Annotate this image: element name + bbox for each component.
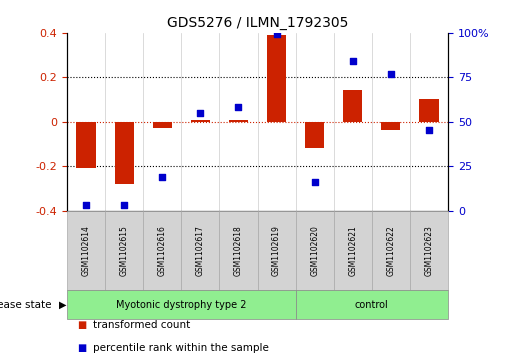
Text: ■: ■	[77, 343, 87, 354]
Bar	[344, 90, 363, 122]
Bar	[296, 211, 334, 290]
Text: GSM1102620: GSM1102620	[310, 225, 319, 276]
Bar	[219, 211, 258, 290]
Bar	[296, 290, 448, 319]
Bar	[191, 121, 210, 122]
Text: GSM1102616: GSM1102616	[158, 225, 167, 276]
Text: GSM1102622: GSM1102622	[386, 225, 396, 276]
Bar	[229, 121, 248, 122]
Bar	[181, 211, 219, 290]
Point	[82, 202, 90, 208]
Bar	[258, 211, 296, 290]
Point	[311, 179, 319, 185]
Bar	[67, 211, 105, 290]
Text: GSM1102615: GSM1102615	[119, 225, 129, 276]
Bar	[382, 122, 401, 131]
Point	[120, 202, 128, 208]
Text: transformed count: transformed count	[93, 320, 190, 330]
Text: ■: ■	[77, 320, 87, 330]
Point	[349, 58, 357, 64]
Text: GSM1102617: GSM1102617	[196, 225, 205, 276]
Point	[196, 110, 204, 115]
Bar	[372, 211, 410, 290]
Text: GSM1102614: GSM1102614	[81, 225, 91, 276]
Text: percentile rank within the sample: percentile rank within the sample	[93, 343, 269, 354]
Point	[272, 32, 281, 37]
Text: Myotonic dystrophy type 2: Myotonic dystrophy type 2	[116, 300, 247, 310]
Text: disease state: disease state	[0, 300, 52, 310]
Bar	[76, 122, 96, 168]
Text: GSM1102623: GSM1102623	[424, 225, 434, 276]
Text: GSM1102618: GSM1102618	[234, 225, 243, 276]
Bar	[410, 211, 448, 290]
Title: GDS5276 / ILMN_1792305: GDS5276 / ILMN_1792305	[167, 16, 348, 30]
Bar	[114, 122, 134, 184]
Bar	[267, 35, 286, 122]
Bar	[419, 99, 439, 122]
Text: ▶: ▶	[59, 300, 67, 310]
Text: GSM1102619: GSM1102619	[272, 225, 281, 276]
Point	[387, 71, 395, 77]
Point	[234, 105, 243, 110]
Bar	[153, 122, 172, 128]
Point	[158, 174, 166, 180]
Bar	[143, 211, 181, 290]
Text: control: control	[355, 300, 389, 310]
Bar	[334, 211, 372, 290]
Text: GSM1102621: GSM1102621	[348, 225, 357, 276]
Bar	[305, 122, 324, 148]
Point	[425, 128, 433, 134]
Bar	[105, 211, 143, 290]
Bar	[67, 290, 296, 319]
